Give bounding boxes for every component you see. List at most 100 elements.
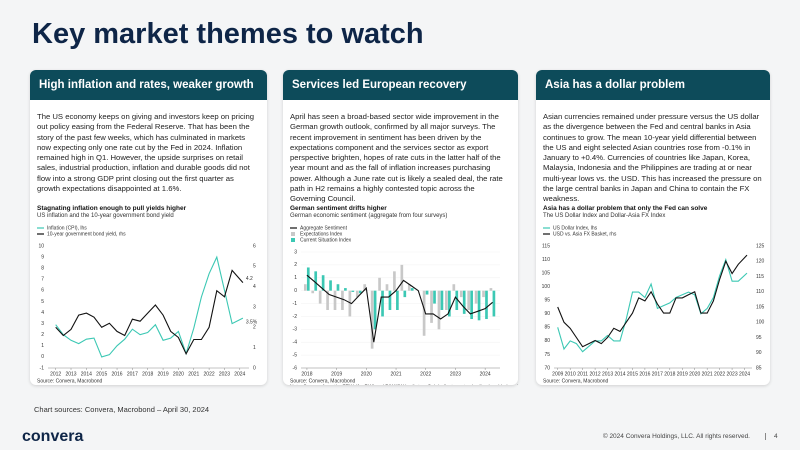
chart-title: German sentiment drifts higher <box>290 205 387 212</box>
chart-subtitle: German economic sentiment (aggregate fro… <box>290 213 448 219</box>
y-tick-label: -3 <box>293 327 298 333</box>
page-number: 4 <box>765 433 778 440</box>
bar <box>403 290 407 298</box>
x-tick-label: 2021 <box>390 371 401 377</box>
y2-tick-label: 6 <box>253 243 256 249</box>
x-tick-label: 2016 <box>639 371 650 377</box>
y2-tick-label: 90 <box>756 350 762 356</box>
series-line <box>55 255 244 358</box>
panel-heading: Services led European recovery <box>283 70 518 100</box>
x-tick-label: 2017 <box>652 371 663 377</box>
x-tick-label: 2019 <box>677 371 688 377</box>
legend-label: 10-year government bond yield, rhs <box>47 231 126 237</box>
y-tick-label: 6 <box>41 288 44 294</box>
bar <box>437 290 441 330</box>
bar <box>318 290 322 304</box>
x-tick-label: 2024 <box>234 371 245 377</box>
bar <box>477 290 481 321</box>
x-tick-label: 2022 <box>204 371 215 377</box>
x-tick-label: 2013 <box>65 371 76 377</box>
y-tick-label: 70 <box>544 365 550 371</box>
bar <box>381 290 384 317</box>
x-tick-label: 2023 <box>219 371 230 377</box>
y-tick-label: 3 <box>41 321 44 327</box>
sources: Chart sources: Convera, Macrobond – Apri… <box>34 405 210 414</box>
legend-label: Inflation (CPI), lhs <box>47 225 87 231</box>
x-tick-label: 2013 <box>602 371 613 377</box>
x-tick-label: 2016 <box>111 371 122 377</box>
bar <box>306 267 310 291</box>
x-tick-label: 2020 <box>689 371 700 377</box>
bar <box>455 290 459 310</box>
bar <box>363 284 367 291</box>
series-line <box>55 269 244 356</box>
y-tick-label: -1 <box>293 301 298 307</box>
legend-label: Current Situation Index <box>300 237 352 243</box>
bar <box>329 280 332 291</box>
y-tick-label: 75 <box>544 352 550 358</box>
legend-swatch <box>291 238 295 242</box>
bar <box>492 290 496 317</box>
y-tick-label: 105 <box>542 270 551 276</box>
x-tick-label: 2012 <box>50 371 61 377</box>
y2-tick-label: 115 <box>756 274 764 280</box>
bar <box>351 290 355 292</box>
panel-heading: Asia has a dollar problem <box>536 70 770 100</box>
y2-tick-label: 100 <box>756 320 765 326</box>
bar <box>485 290 488 320</box>
bar <box>373 290 377 330</box>
y2-tick-label: 110 <box>756 289 764 295</box>
bar <box>440 290 444 310</box>
bar <box>489 288 493 291</box>
bar <box>482 290 485 298</box>
bar <box>348 290 352 317</box>
bar <box>430 290 433 323</box>
panel: High inflation and rates, weaker growth … <box>30 70 267 385</box>
bar <box>452 284 456 291</box>
source: Source: Convera, Macrobond <box>37 378 103 384</box>
y-tick-label: -6 <box>293 365 298 371</box>
x-tick-label: 2021 <box>702 371 713 377</box>
x-tick-label: 2024 <box>480 371 491 377</box>
bar <box>470 290 473 320</box>
y-tick-label: 1 <box>294 275 297 281</box>
x-tick-label: 2022 <box>420 371 431 377</box>
x-tick-label: 2023 <box>450 371 461 377</box>
bar <box>388 290 392 310</box>
y-tick-label: 100 <box>542 284 551 290</box>
title: Key market themes to watch <box>32 18 424 50</box>
x-tick-label: 2014 <box>81 371 92 377</box>
x-tick-label: 2015 <box>96 371 107 377</box>
y-tick-label: 1 <box>41 343 44 349</box>
bar <box>393 271 396 291</box>
chart-subtitle: The US Dollar Index and Dollar-Asia FX I… <box>543 213 666 219</box>
copyright: © 2024 Convera Holdings, LLC. All rights… <box>602 433 750 440</box>
y-tick-label: 0 <box>41 354 44 360</box>
y-tick-label: 85 <box>544 325 550 331</box>
x-tick-label: 2015 <box>627 371 638 377</box>
y-tick-label: 95 <box>544 298 550 304</box>
y-tick-label: 9 <box>41 254 44 260</box>
bar <box>448 290 451 317</box>
bar <box>433 290 436 304</box>
y-tick-label: -2 <box>293 314 298 320</box>
bar <box>459 290 463 298</box>
end-label: 3.5% <box>246 319 258 325</box>
x-tick-label: 2024 <box>739 371 750 377</box>
x-tick-label: 2020 <box>361 371 372 377</box>
y-tick-label: 2 <box>41 332 44 338</box>
bar <box>400 264 404 291</box>
y2-tick-label: 105 <box>756 304 765 310</box>
legend-swatch <box>291 232 295 236</box>
bar <box>370 290 374 349</box>
legend-label: Expectations Index <box>300 231 343 237</box>
bar <box>303 284 307 291</box>
bar <box>321 275 325 291</box>
series-line <box>557 254 748 348</box>
y2-tick-label: 125 <box>756 243 765 249</box>
y-tick-label: 0 <box>294 288 297 294</box>
x-tick-label: 2010 <box>565 371 576 377</box>
bar <box>344 288 347 291</box>
